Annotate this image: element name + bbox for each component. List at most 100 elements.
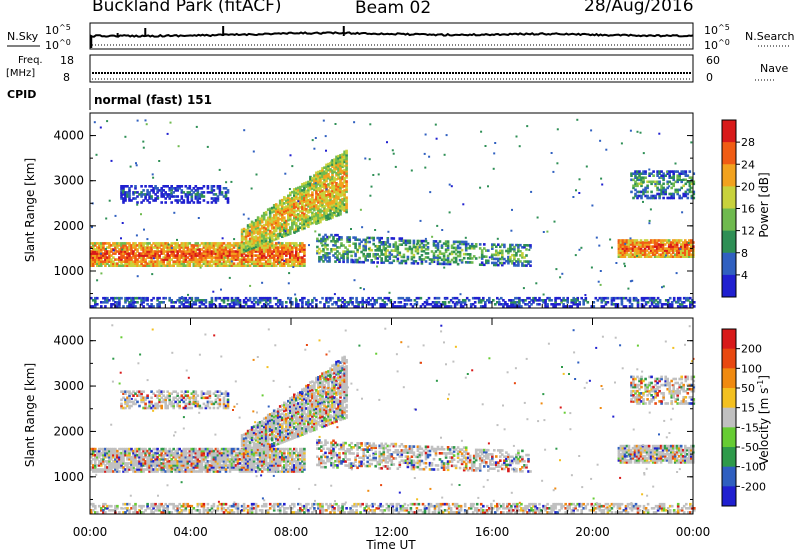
heatmap-cell xyxy=(671,249,675,252)
heatmap-cell xyxy=(289,197,292,201)
heatmap-cell xyxy=(422,258,426,261)
heatmap-cell xyxy=(289,228,292,231)
heatmap-cell xyxy=(134,242,137,245)
heatmap-cell xyxy=(303,198,306,202)
heatmap-cell xyxy=(180,185,184,188)
heatmap-cell xyxy=(313,200,316,204)
heatmap-cell xyxy=(659,253,663,256)
heatmap-cell xyxy=(636,176,639,179)
heatmap-cell xyxy=(322,247,325,251)
heatmap-cell xyxy=(672,196,675,200)
heatmap-cell xyxy=(428,258,432,261)
heatmap-cell xyxy=(456,244,460,248)
heatmap-cell xyxy=(242,235,246,239)
heatmap-cell xyxy=(114,250,117,253)
heatmap-cell xyxy=(388,257,392,260)
heatmap-cell xyxy=(358,244,361,248)
heatmap-cell xyxy=(337,305,340,308)
heatmap-cell xyxy=(317,199,320,202)
heatmap-cell xyxy=(682,178,685,182)
heatmap-cell xyxy=(261,281,264,284)
heatmap-cell xyxy=(634,192,637,196)
heatmap-cell xyxy=(341,163,344,167)
heatmap-cell xyxy=(172,264,175,267)
heatmap-cell xyxy=(94,254,97,257)
heatmap-cell xyxy=(333,511,336,514)
heatmap-cell xyxy=(450,185,453,188)
heatmap-cell xyxy=(325,179,328,183)
heatmap-cell xyxy=(436,244,440,247)
heatmap-cell xyxy=(140,256,143,259)
heatmap-cell xyxy=(118,264,121,267)
heatmap-cell xyxy=(560,299,563,302)
heatmap-cell xyxy=(278,502,282,506)
heatmap-cell xyxy=(299,250,302,253)
heatmap-cell xyxy=(327,296,330,300)
heatmap-cell xyxy=(309,179,312,183)
heatmap-cell xyxy=(436,256,440,259)
heatmap-cell xyxy=(295,197,298,201)
heatmap-cell xyxy=(659,249,663,252)
heatmap-cell xyxy=(210,299,214,302)
heatmap-cell xyxy=(168,248,171,251)
heatmap-cell xyxy=(158,260,161,263)
heatmap-cell xyxy=(138,509,141,512)
heatmap-cell xyxy=(327,213,330,217)
heatmap-cell xyxy=(311,199,314,202)
heatmap-cell xyxy=(287,216,290,220)
heatmap-cell xyxy=(334,248,337,251)
heatmap-cell xyxy=(190,250,194,253)
heatmap-cell xyxy=(128,260,131,263)
heatmap-cell xyxy=(274,264,278,267)
heatmap-cell xyxy=(345,180,348,183)
heatmap-cell xyxy=(132,246,135,249)
heatmap-cell xyxy=(404,241,408,245)
heatmap-cell xyxy=(234,256,238,259)
heatmap-cell xyxy=(339,194,342,198)
heatmap-cell xyxy=(398,251,402,255)
heatmap-cell xyxy=(198,262,202,265)
heatmap-cell xyxy=(617,255,621,258)
heatmap-cell xyxy=(321,191,324,195)
heatmap-cell xyxy=(303,226,306,230)
heatmap-cell xyxy=(200,248,204,251)
heatmap-cell xyxy=(268,305,272,308)
heatmap-cell xyxy=(250,245,254,248)
heatmap-cell xyxy=(154,185,157,188)
heatmap-cell xyxy=(244,301,248,304)
heatmap-cell xyxy=(638,182,641,186)
heatmap-cell xyxy=(422,243,426,247)
heatmap-cell xyxy=(198,260,202,263)
heatmap-cell xyxy=(114,264,117,267)
heatmap-cell xyxy=(532,299,535,302)
heatmap-cell xyxy=(662,190,665,194)
heatmap-cell xyxy=(315,183,318,187)
heatmap-cell xyxy=(431,511,435,514)
heatmap-cell xyxy=(154,244,157,247)
heatmap-cell xyxy=(684,247,687,250)
heatmap-cell xyxy=(620,303,624,306)
heatmap-cell xyxy=(675,251,679,254)
heatmap-cell xyxy=(212,504,216,508)
heatmap-cell xyxy=(200,260,204,263)
heatmap-cell xyxy=(311,502,314,506)
heatmap-cell xyxy=(186,260,190,263)
heatmap-cell xyxy=(307,221,310,224)
heatmap-cell xyxy=(234,264,238,267)
heatmap-cell xyxy=(326,256,329,259)
heatmap-cell xyxy=(656,182,659,186)
heatmap-cell xyxy=(311,211,314,215)
heatmap-cell xyxy=(204,264,208,267)
heatmap-cell xyxy=(333,160,336,164)
heatmap-cell xyxy=(319,216,322,220)
heatmap-cell xyxy=(330,250,333,253)
heatmap-cell xyxy=(661,243,665,246)
heatmap-cell xyxy=(126,258,129,261)
heatmap-cell xyxy=(166,507,169,510)
heatmap-cell xyxy=(278,261,281,264)
heatmap-cell xyxy=(228,262,232,265)
heatmap-cell xyxy=(643,239,647,242)
heatmap-cell xyxy=(333,507,336,510)
heatmap-cell xyxy=(412,243,416,247)
heatmap-cell xyxy=(158,296,161,300)
